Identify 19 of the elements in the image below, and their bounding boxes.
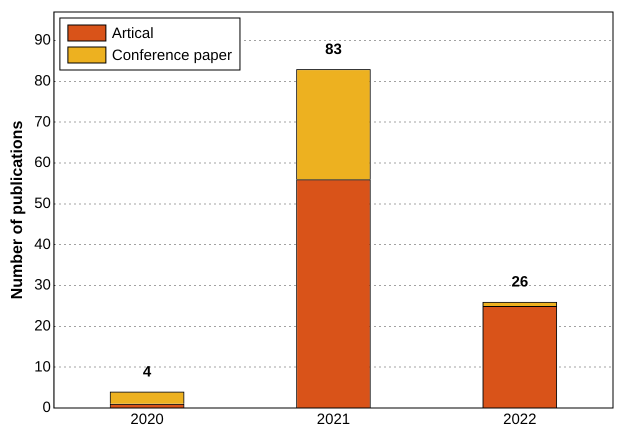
y-axis-title: Number of publications (9, 120, 26, 300)
y-tick-label: 0 (42, 399, 51, 416)
y-tick-label: 90 (34, 32, 51, 49)
x-tick-label: 2020 (130, 411, 164, 428)
y-tick-label: 70 (34, 113, 51, 130)
y-tick-label: 20 (34, 317, 51, 334)
y-tick-label: 30 (34, 276, 51, 294)
x-tick-label: 2022 (503, 411, 536, 428)
total-label: 26 (511, 273, 528, 290)
y-tick-label: 50 (34, 195, 51, 212)
y-tick-label: 10 (34, 358, 51, 376)
x-tick-label: 2021 (316, 411, 350, 428)
legend-label: Artical (112, 25, 154, 42)
y-tick-label: 60 (34, 154, 51, 172)
total-label: 4 (142, 363, 152, 380)
y-tick-label: 40 (34, 236, 51, 253)
legend-label: Conference paper (112, 47, 232, 64)
y-tick-label: 80 (34, 72, 51, 90)
total-label: 83 (325, 40, 342, 58)
